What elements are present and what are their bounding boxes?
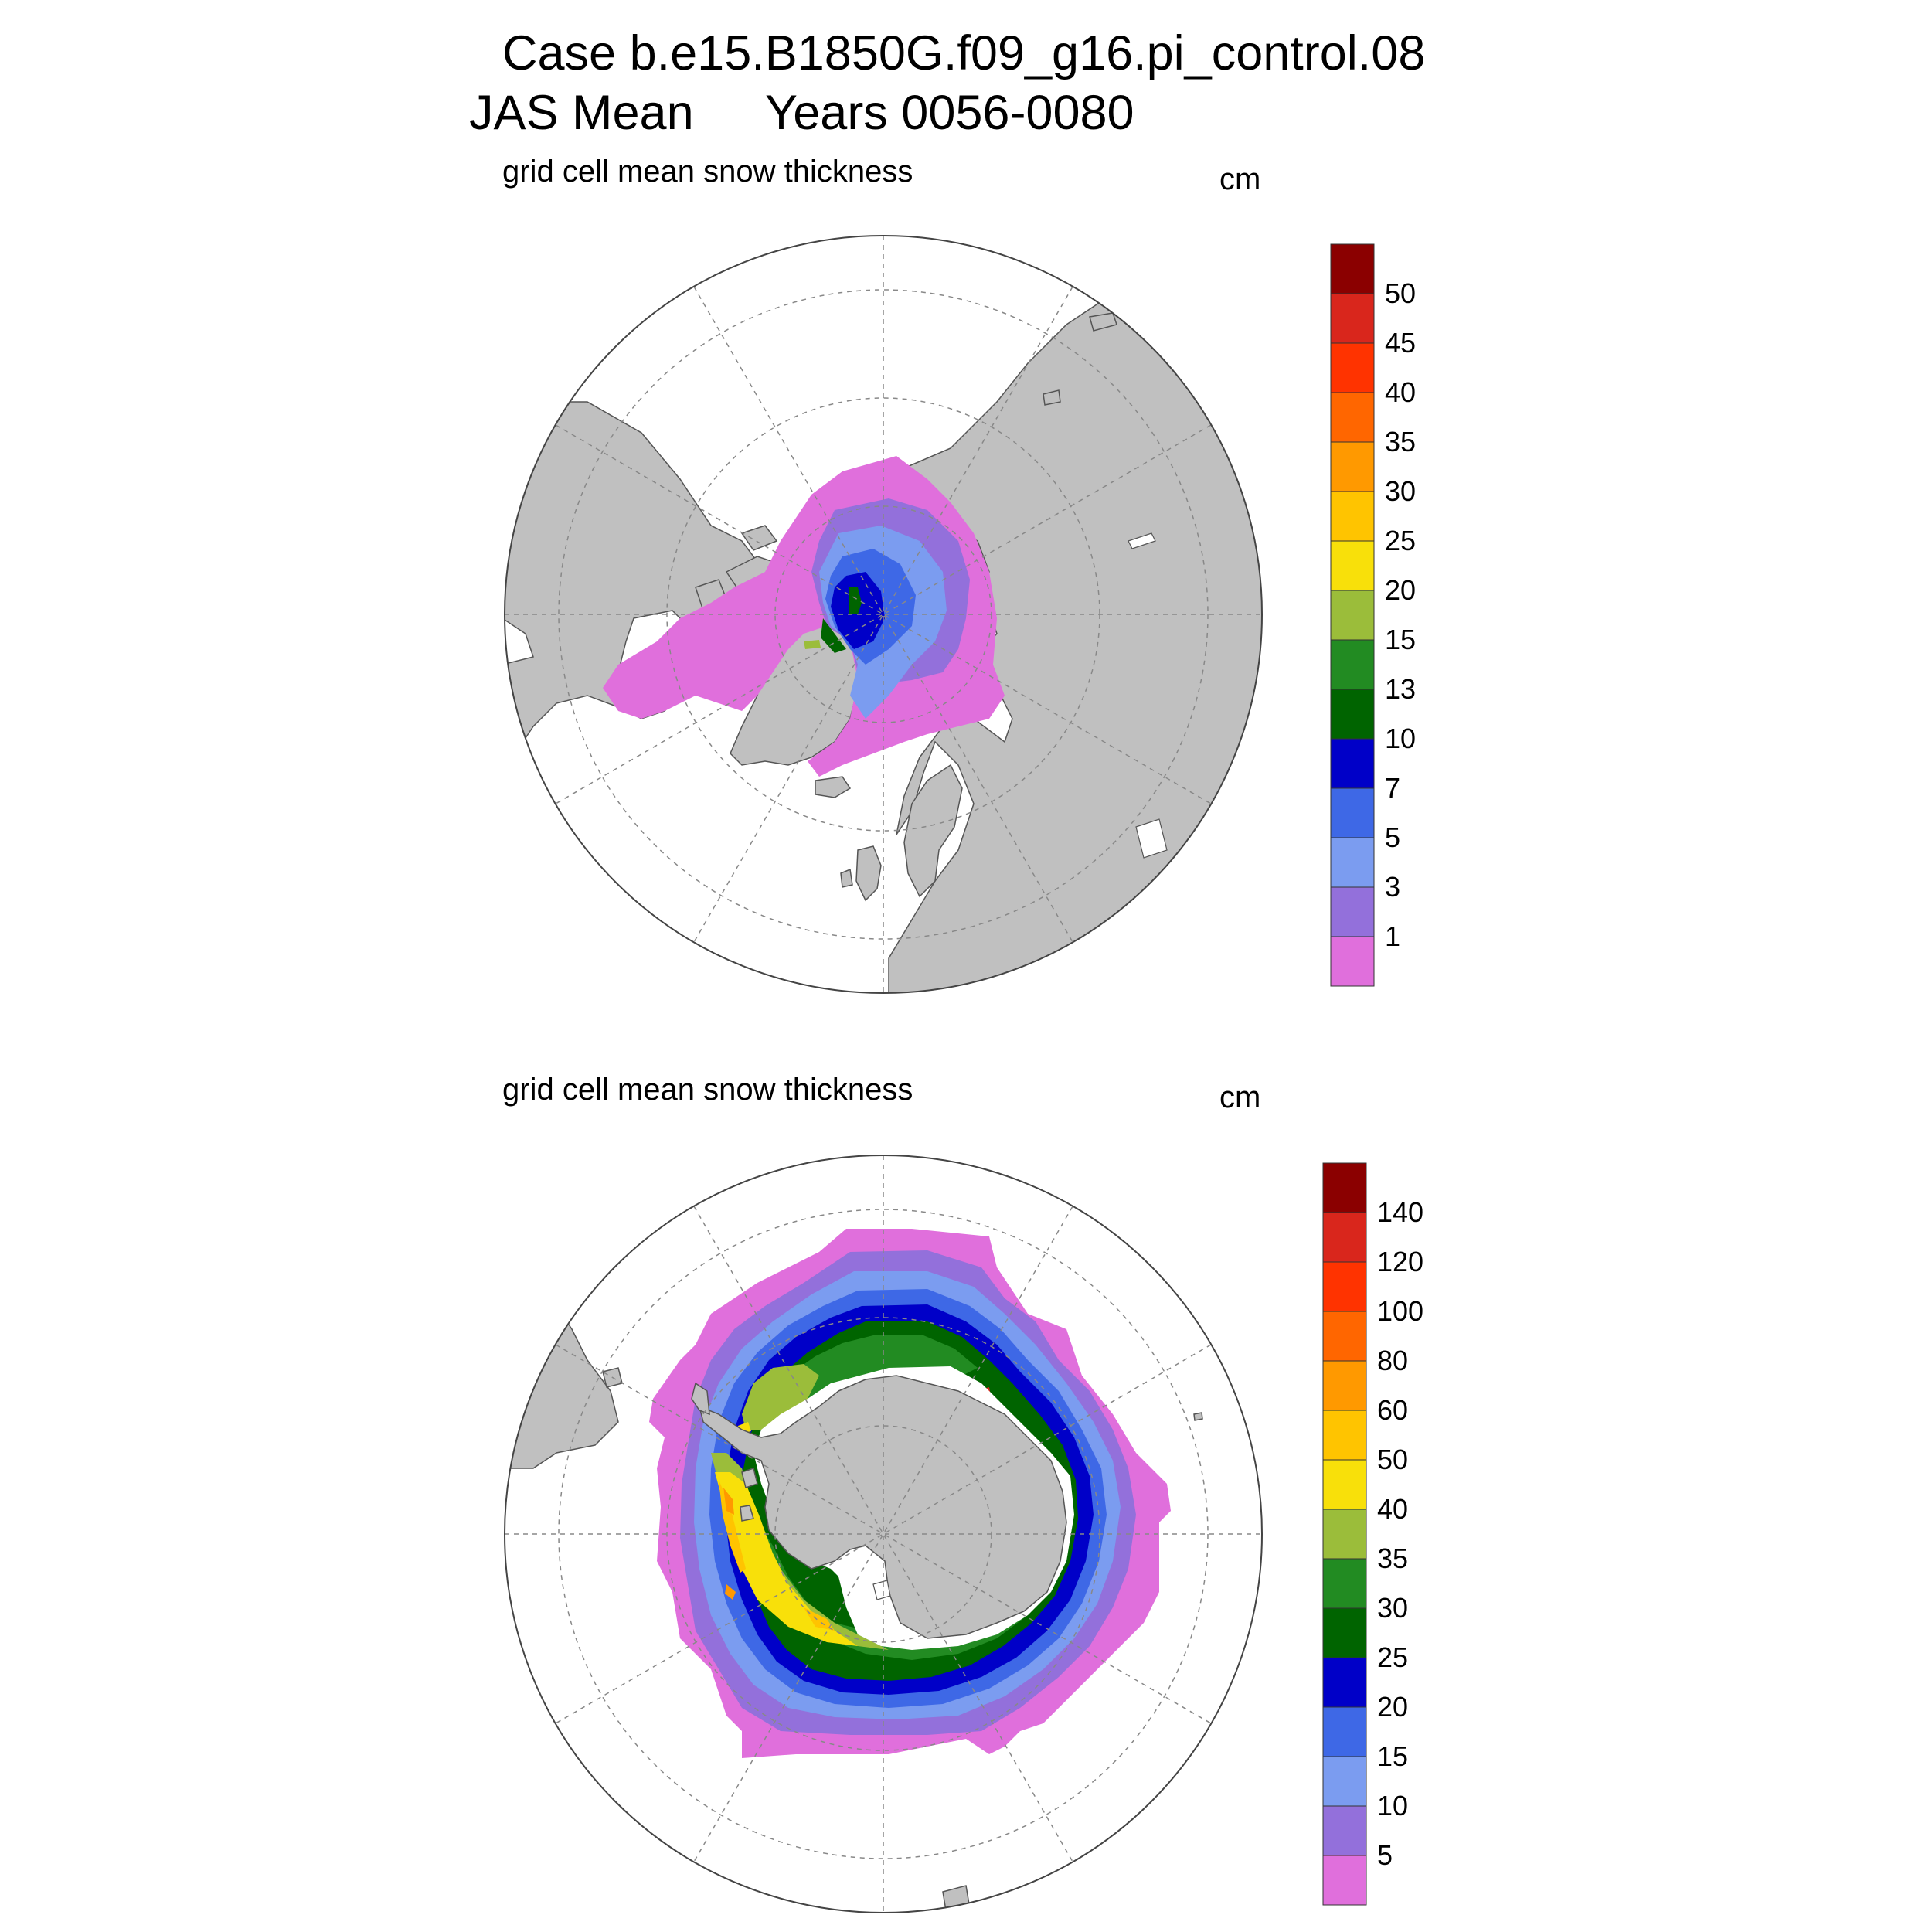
years-label: Years 0056-0080 (765, 86, 1134, 140)
colorbar-tick-label: 1 (1385, 920, 1401, 952)
land-scandinavia (903, 764, 963, 898)
colorbar-swatch (1330, 936, 1375, 987)
south-level-8 (742, 1364, 819, 1430)
colorbar-tick-label: 7 (1385, 772, 1401, 804)
colorbar-swatch (1322, 1410, 1367, 1461)
north-units-label: cm (1219, 162, 1261, 196)
season-label: JAS Mean (469, 86, 694, 140)
colorbar-swatch (1330, 689, 1375, 740)
land-north-america (505, 401, 781, 851)
colorbar-tick-label: 20 (1385, 574, 1417, 606)
south-colorbar (1322, 1162, 1367, 1906)
land-britain (855, 845, 882, 902)
south-variable-label: grid cell mean snow thickness (502, 1073, 913, 1107)
colorbar-swatch (1330, 293, 1375, 344)
colorbar-swatch (1330, 787, 1375, 838)
colorbar-tick-label: 10 (1385, 723, 1417, 754)
colorbar-swatch (1330, 243, 1375, 294)
north-level-6b (821, 618, 846, 653)
colorbar-tick-label: 10 (1377, 1790, 1409, 1821)
colorbar-tick-label: 25 (1385, 525, 1417, 556)
north-map-border (504, 235, 1263, 994)
south-map-border (504, 1155, 1263, 1913)
north-variable-label: grid cell mean snow thickness (502, 155, 913, 189)
north-level-6 (849, 587, 862, 614)
north-snow-field (603, 456, 1005, 777)
colorbar-tick-label: 45 (1385, 327, 1417, 359)
north-level-8 (804, 640, 821, 649)
north-colorbar (1330, 243, 1375, 987)
colorbar-swatch (1330, 540, 1375, 591)
colorbar-swatch (1322, 1360, 1367, 1411)
colorbar-tick-label: 80 (1377, 1345, 1409, 1376)
colorbar-tick-label: 120 (1377, 1246, 1424, 1277)
colorbar-tick-label: 30 (1377, 1592, 1409, 1624)
colorbar-tick-label: 50 (1377, 1444, 1409, 1475)
colorbar-swatch (1322, 1657, 1367, 1708)
colorbar-swatch (1322, 1261, 1367, 1312)
colorbar-tick-label: 3 (1385, 871, 1401, 903)
colorbar-swatch (1322, 1558, 1367, 1609)
land-iceland (815, 776, 852, 798)
north-polar-map (504, 235, 1263, 994)
south-units-label: cm (1219, 1080, 1261, 1114)
colorbar-tick-label: 5 (1377, 1839, 1393, 1871)
colorbar-tick-label: 50 (1385, 277, 1417, 309)
colorbar-tick-label: 20 (1377, 1691, 1409, 1723)
colorbar-swatch (1330, 342, 1375, 393)
colorbar-tick-label: 35 (1385, 426, 1417, 457)
colorbar-swatch (1322, 1509, 1367, 1560)
colorbar-swatch (1322, 1162, 1367, 1213)
colorbar-tick-label: 100 (1377, 1295, 1424, 1327)
colorbar-tick-label: 40 (1377, 1493, 1409, 1525)
south-graticule (505, 1155, 1262, 1913)
colorbar-swatch (1322, 1311, 1367, 1362)
colorbar-swatch (1322, 1855, 1367, 1906)
colorbar-swatch (1330, 441, 1375, 492)
colorbar-swatch (1330, 738, 1375, 789)
colorbar-swatch (1322, 1805, 1367, 1856)
colorbar-swatch (1330, 392, 1375, 443)
colorbar-swatch (1322, 1459, 1367, 1510)
colorbar-swatch (1330, 639, 1375, 690)
colorbar-swatch (1322, 1756, 1367, 1807)
colorbar-tick-label: 15 (1377, 1740, 1409, 1772)
colorbar-tick-label: 35 (1377, 1543, 1409, 1574)
colorbar-swatch (1330, 886, 1375, 937)
colorbar-tick-label: 13 (1385, 673, 1417, 705)
north-graticule (505, 236, 1262, 993)
colorbar-tick-label: 40 (1385, 376, 1417, 408)
colorbar-swatch (1322, 1706, 1367, 1757)
colorbar-tick-label: 140 (1377, 1196, 1424, 1228)
colorbar-tick-label: 5 (1385, 821, 1401, 853)
colorbar-tick-label: 30 (1385, 475, 1417, 507)
colorbar-tick-label: 60 (1377, 1394, 1409, 1426)
south-level-11 (723, 1488, 734, 1515)
colorbar-swatch (1322, 1607, 1367, 1658)
colorbar-swatch (1322, 1212, 1367, 1263)
colorbar-swatch (1330, 590, 1375, 641)
case-title: Case b.e15.B1850G.f09_g16.pi_control.08 (502, 26, 1426, 80)
colorbar-tick-label: 15 (1385, 624, 1417, 655)
colorbar-tick-label: 25 (1377, 1641, 1409, 1673)
south-polar-map (504, 1155, 1263, 1913)
colorbar-swatch (1330, 837, 1375, 888)
colorbar-swatch (1330, 491, 1375, 542)
